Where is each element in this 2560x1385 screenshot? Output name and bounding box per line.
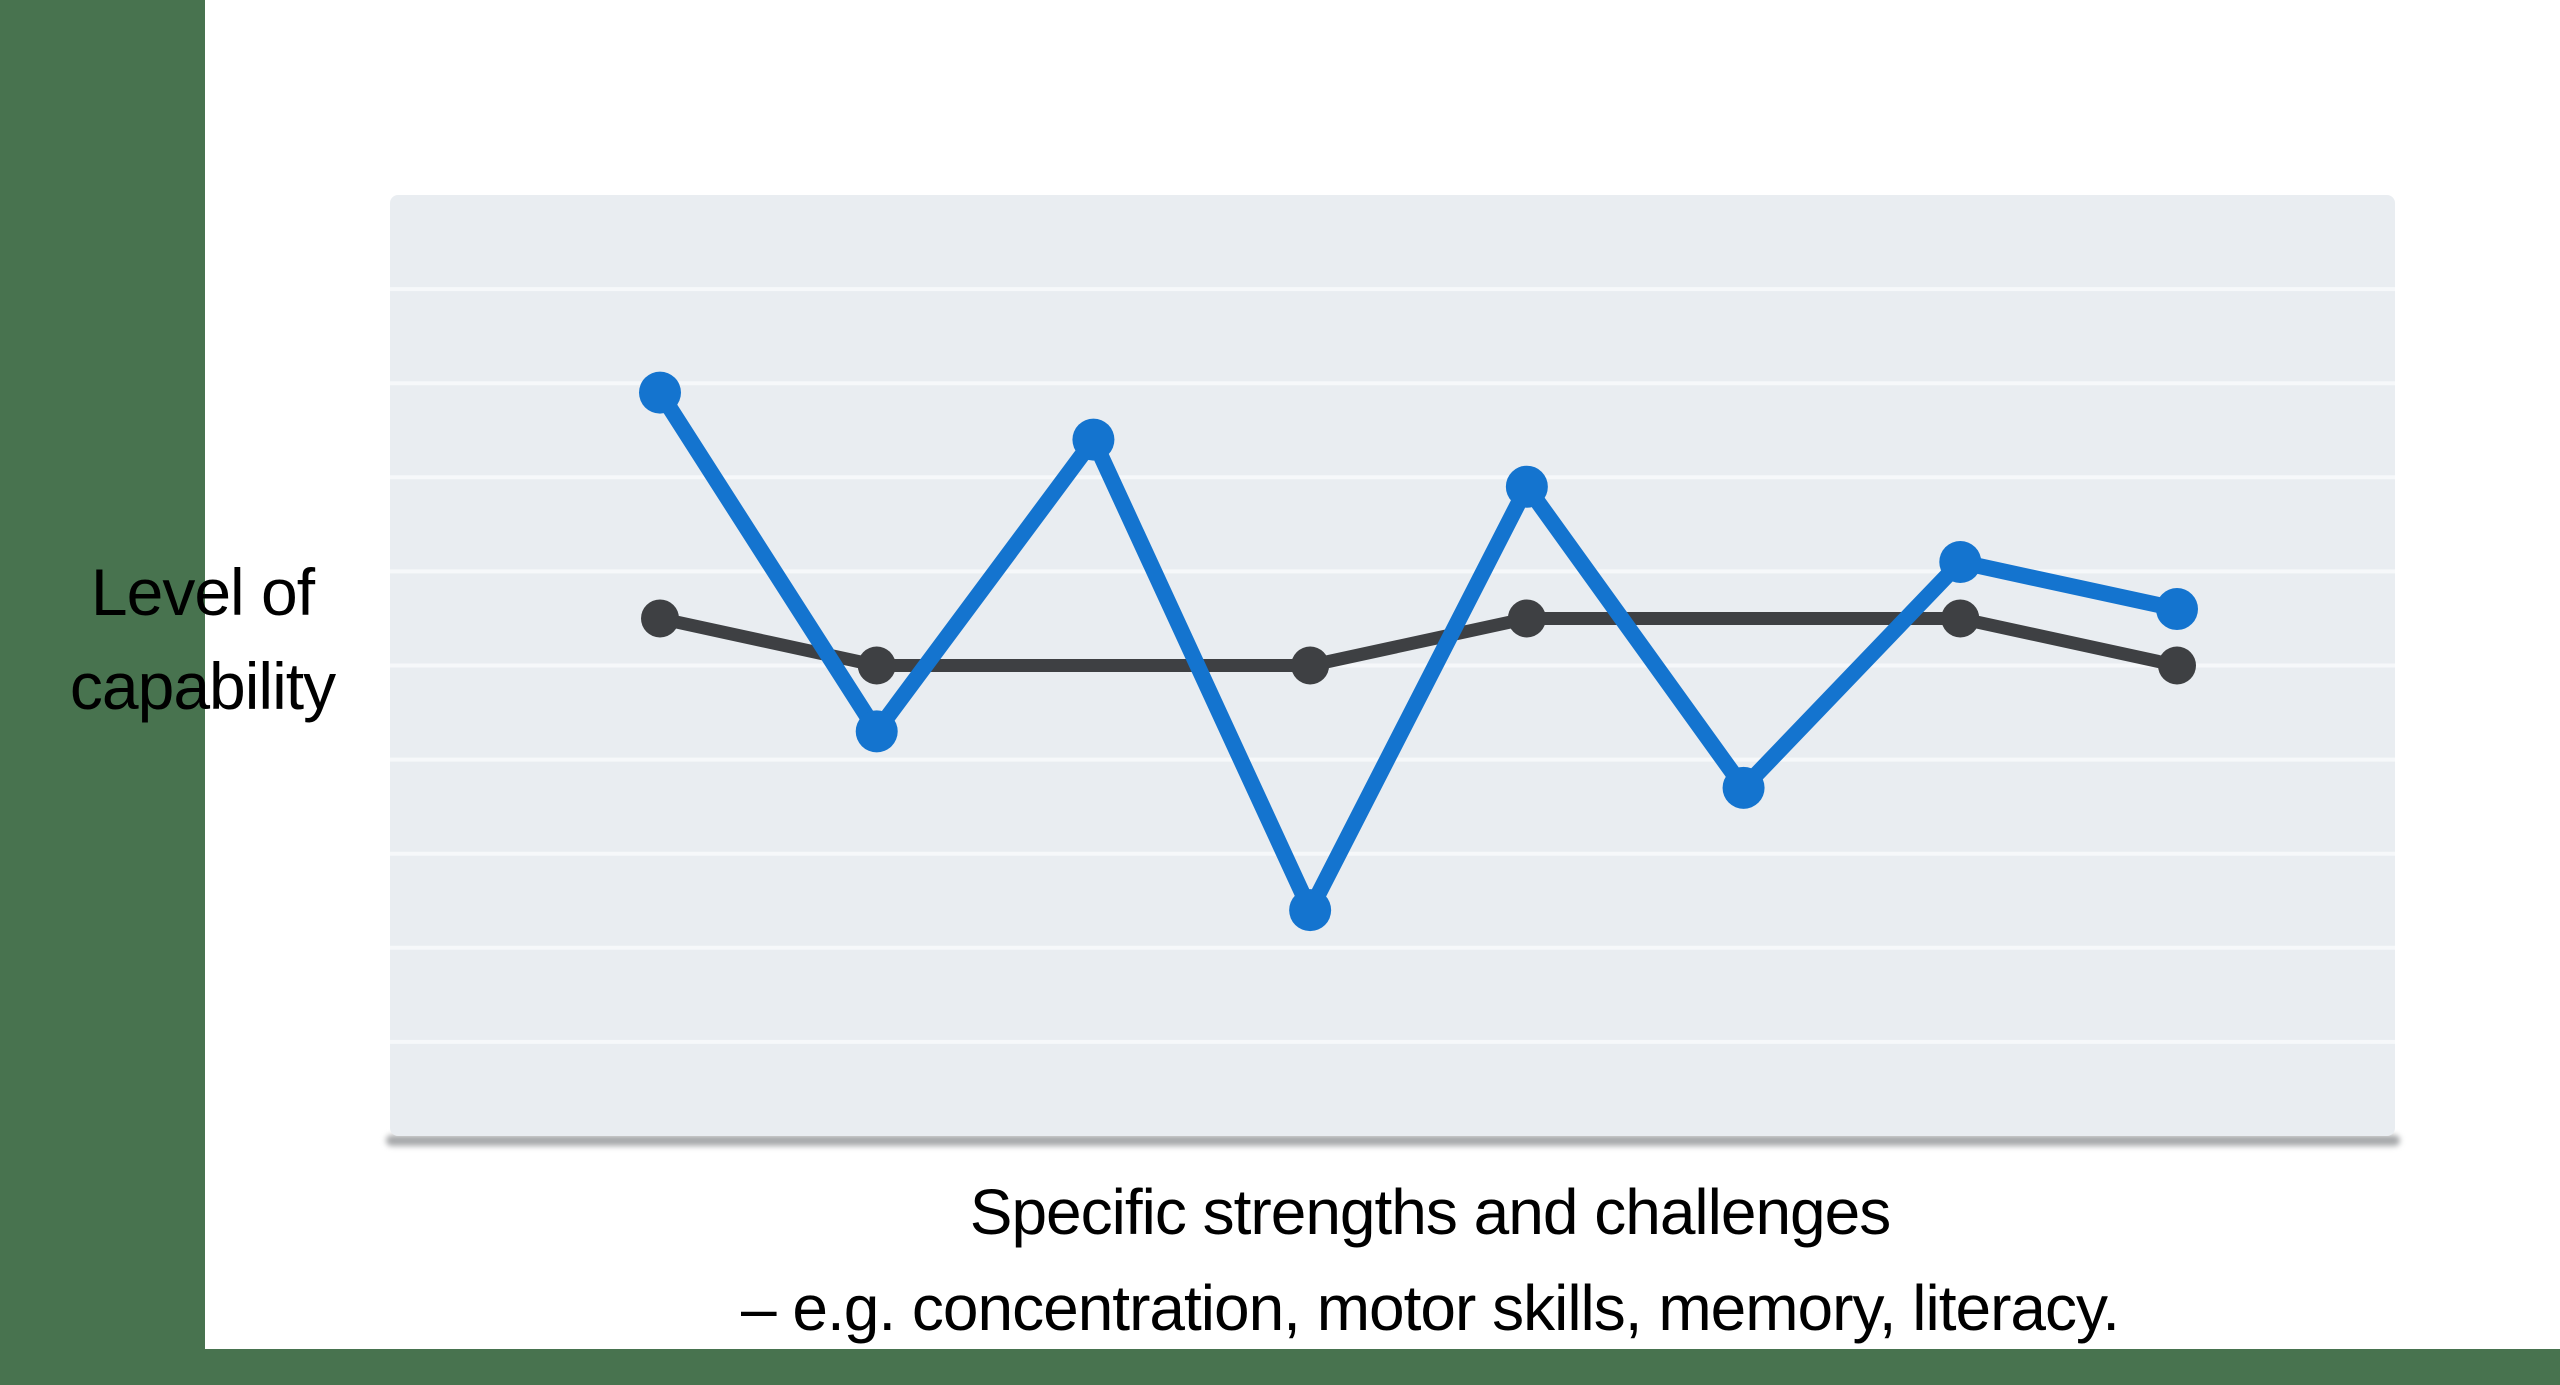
x-axis-caption: Specific strengths and challenges – e.g.… bbox=[400, 1164, 2460, 1356]
chart-line-spiky-blue-series bbox=[652, 384, 2185, 919]
chart-point-flat-dark-series bbox=[641, 599, 679, 638]
chart-point-flat-dark-series bbox=[2158, 646, 2196, 685]
chart-point-spiky-blue-series bbox=[639, 371, 681, 414]
x-axis-caption-line2: – e.g. concentration, motor skills, memo… bbox=[741, 1272, 2120, 1344]
chart-point-flat-dark-series bbox=[1507, 599, 1546, 638]
chart-point-spiky-blue-series bbox=[1722, 766, 1765, 809]
y-axis-label-line2: capability bbox=[69, 649, 336, 723]
plot-area bbox=[390, 195, 2395, 1136]
chart-point-spiky-blue-series bbox=[1289, 889, 1332, 932]
x-axis-caption-line1: Specific strengths and challenges bbox=[969, 1176, 1891, 1248]
chart-point-spiky-blue-series bbox=[1505, 465, 1548, 508]
bottom-accent-bar bbox=[0, 1349, 2560, 1385]
chart-point-spiky-blue-series bbox=[2156, 588, 2198, 631]
left-accent-bar bbox=[0, 0, 205, 1385]
chart-point-flat-dark-series bbox=[857, 646, 896, 685]
chart-point-flat-dark-series bbox=[1291, 646, 1330, 685]
chart-line-flat-dark-series bbox=[653, 611, 2184, 672]
chart-point-spiky-blue-series bbox=[1072, 418, 1115, 461]
line-chart bbox=[390, 287, 2395, 1044]
y-axis-label-line1: Level of bbox=[90, 555, 315, 629]
y-axis-label: Level of capability bbox=[15, 545, 390, 733]
plot-drop-shadow bbox=[386, 1135, 2400, 1146]
chart-point-spiky-blue-series bbox=[1939, 540, 1982, 583]
chart-point-flat-dark-series bbox=[1941, 599, 1980, 638]
chart-point-spiky-blue-series bbox=[855, 710, 898, 753]
